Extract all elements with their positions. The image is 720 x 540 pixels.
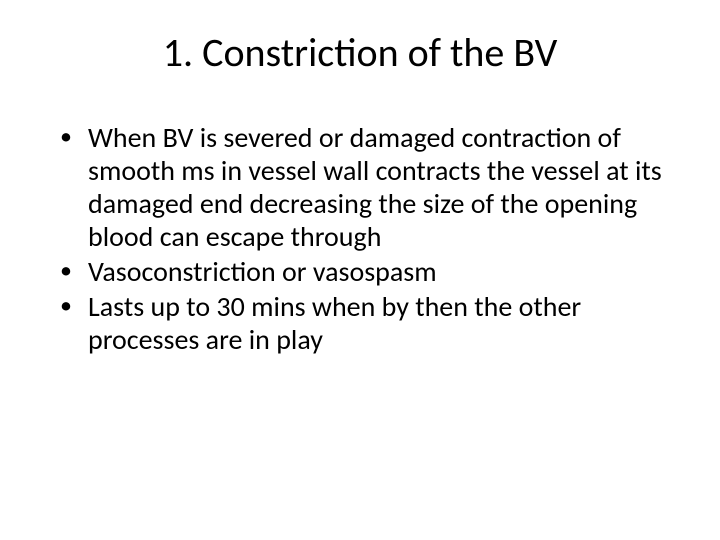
slide-title: 1. Constriction of the BV [0,0,720,85]
slide-body: When BV is severed or damaged contractio… [0,85,720,356]
list-item: Lasts up to 30 mins when by then the oth… [60,290,680,356]
list-item: When BV is severed or damaged contractio… [60,121,680,253]
list-item: Vasoconstriction or vasospasm [60,255,680,288]
bullet-list: When BV is severed or damaged contractio… [60,121,680,356]
slide: 1. Constriction of the BV When BV is sev… [0,0,720,540]
